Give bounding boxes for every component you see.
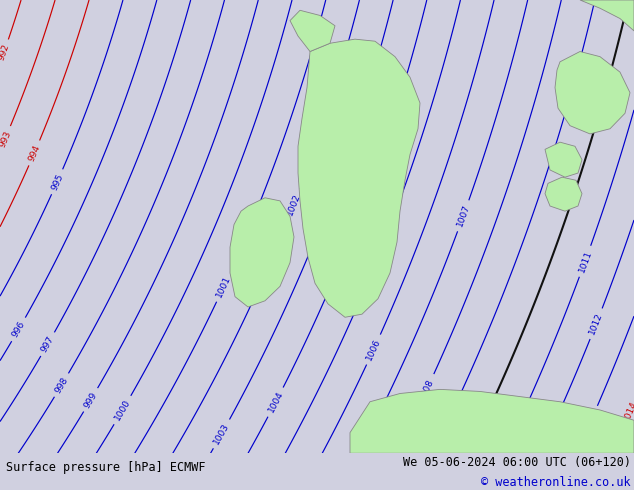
Text: © weatheronline.co.uk: © weatheronline.co.uk [481, 476, 631, 489]
Text: 1004: 1004 [266, 390, 285, 415]
Polygon shape [545, 177, 582, 211]
Text: 1005: 1005 [386, 202, 403, 227]
Text: 1001: 1001 [215, 274, 233, 299]
Text: 1012: 1012 [588, 312, 605, 336]
Text: 998: 998 [53, 375, 70, 395]
Text: 1006: 1006 [365, 337, 382, 362]
Polygon shape [298, 39, 420, 318]
Text: 995: 995 [49, 172, 65, 192]
Polygon shape [545, 142, 582, 177]
Polygon shape [290, 10, 335, 51]
Polygon shape [350, 390, 634, 453]
Polygon shape [555, 51, 630, 134]
Text: 992: 992 [0, 43, 11, 62]
Text: 1013: 1013 [582, 409, 600, 433]
Text: 1007: 1007 [455, 203, 472, 228]
Text: 993: 993 [0, 129, 13, 148]
Polygon shape [230, 198, 294, 307]
Text: 1008: 1008 [418, 377, 436, 401]
Text: 997: 997 [39, 335, 56, 354]
Text: We 05-06-2024 06:00 UTC (06+120): We 05-06-2024 06:00 UTC (06+120) [403, 456, 631, 469]
Text: 1010: 1010 [471, 416, 489, 441]
Text: 1009: 1009 [444, 396, 463, 421]
Text: 996: 996 [10, 319, 27, 339]
Text: 1003: 1003 [212, 422, 231, 446]
Text: Surface pressure [hPa] ECMWF: Surface pressure [hPa] ECMWF [6, 462, 206, 474]
Text: 999: 999 [82, 390, 99, 410]
Polygon shape [580, 0, 634, 31]
Text: 1011: 1011 [577, 249, 593, 273]
Text: 994: 994 [27, 143, 42, 163]
Text: 1002: 1002 [285, 192, 302, 217]
Text: 1000: 1000 [113, 398, 133, 422]
Text: 1014: 1014 [621, 399, 634, 424]
